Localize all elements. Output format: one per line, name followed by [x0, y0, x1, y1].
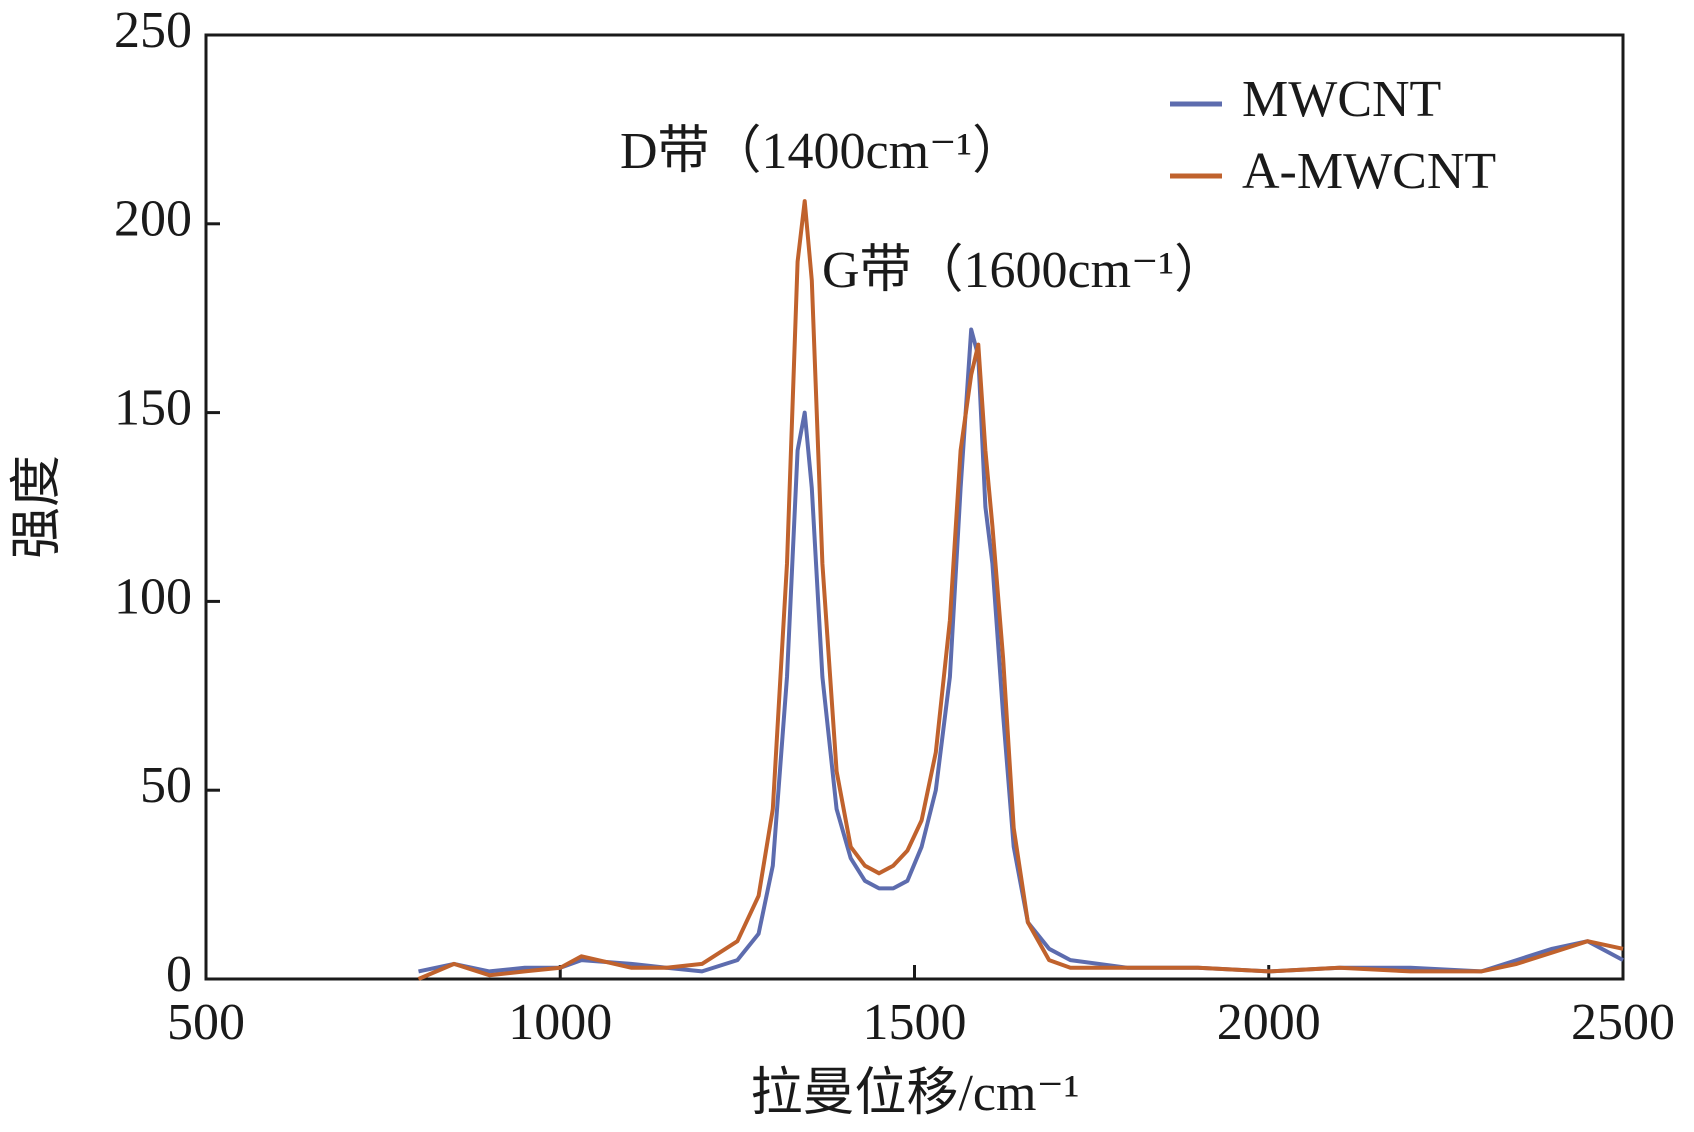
- y-tick-label: 100: [114, 568, 192, 625]
- y-tick-label: 200: [114, 191, 192, 248]
- x-tick-label: 1000: [508, 994, 612, 1051]
- annotation: D带（1400cm⁻¹）: [620, 123, 1024, 180]
- y-tick-label: 50: [140, 757, 192, 814]
- y-tick-label: 150: [114, 380, 192, 437]
- x-axis-label: 拉曼位移/cm⁻¹: [750, 1065, 1079, 1122]
- series-line: [417, 199, 1624, 981]
- y-tick-label: 250: [114, 2, 192, 59]
- legend-label: MWCNT: [1242, 71, 1441, 128]
- x-tick-label: 1500: [863, 994, 967, 1051]
- y-tick-label: 0: [166, 946, 192, 1003]
- x-tick-label: 2000: [1217, 994, 1321, 1051]
- legend-label: A-MWCNT: [1242, 143, 1496, 200]
- annotation: G带（1600cm⁻¹）: [822, 242, 1226, 299]
- y-axis-label: 强度: [9, 455, 66, 559]
- x-tick-label: 2500: [1571, 994, 1675, 1051]
- x-tick-label: 500: [167, 994, 245, 1051]
